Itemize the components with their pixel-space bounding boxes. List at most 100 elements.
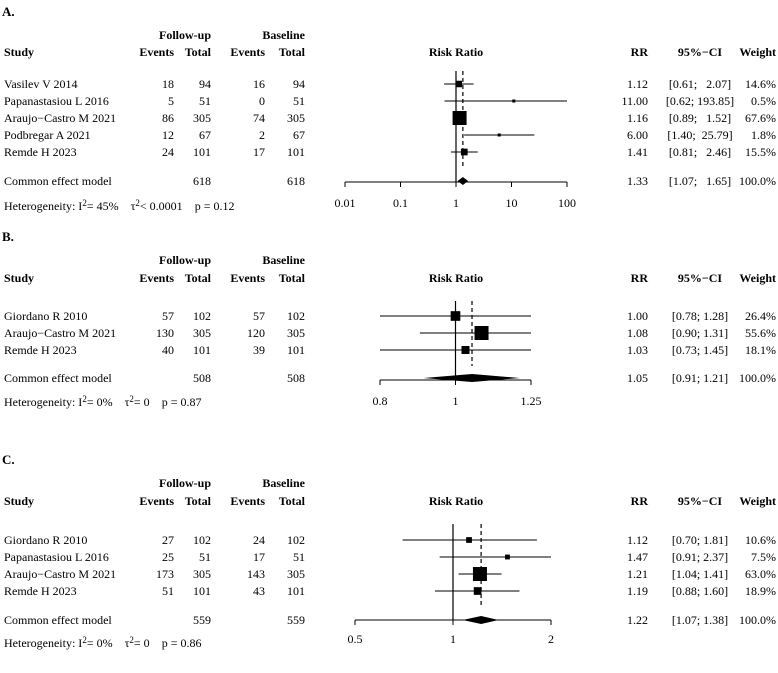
ci-value: [1.40; 25.79] bbox=[667, 128, 733, 142]
rr-value: 1.08 bbox=[627, 326, 648, 340]
events-followup: 25 bbox=[162, 550, 174, 564]
group-header-baseline: Baseline bbox=[262, 476, 305, 490]
common-rr-value: 1.22 bbox=[627, 613, 648, 627]
study-name: Giordano R 2010 bbox=[4, 533, 88, 547]
x-tick-label: 100 bbox=[558, 196, 576, 210]
events-followup: 27 bbox=[162, 533, 174, 547]
ci-value: [0.78; 1.28] bbox=[671, 309, 729, 323]
total-followup: 101 bbox=[193, 145, 211, 159]
common-ci-value: [1.07; 1.65] bbox=[668, 174, 732, 188]
superscript: 2 bbox=[82, 198, 87, 208]
events-baseline: 120 bbox=[247, 326, 265, 340]
p-value: p = 0.12 bbox=[194, 199, 235, 213]
events-baseline: 17 bbox=[253, 145, 265, 159]
common-total-followup: 618 bbox=[193, 174, 211, 188]
common-effect-diamond bbox=[423, 374, 520, 382]
x-tick-label: 1 bbox=[450, 632, 456, 646]
forest-panel-b: B. Follow-up Baseline Study Events Total Event… bbox=[0, 225, 778, 450]
events-baseline: 17 bbox=[253, 550, 265, 564]
weight-value: 18.1% bbox=[745, 343, 776, 357]
total-followup: 305 bbox=[193, 111, 211, 125]
column-header-events-followup: Events bbox=[139, 45, 174, 59]
point-estimate-square bbox=[461, 346, 470, 354]
ci-value: [0.70; 1.81] bbox=[671, 533, 729, 547]
common-total-followup: 559 bbox=[193, 613, 211, 627]
column-header-events-baseline: Events bbox=[230, 494, 265, 508]
weight-value: 18.9% bbox=[745, 584, 776, 598]
common-ci-value: [1.07; 1.38] bbox=[671, 613, 729, 627]
study-name: Remde H 2023 bbox=[4, 343, 77, 357]
total-followup: 94 bbox=[199, 77, 211, 91]
rr-value: 1.12 bbox=[627, 77, 648, 91]
column-header-total-baseline: Total bbox=[278, 494, 305, 508]
study-name: Podbregar A 2021 bbox=[4, 128, 91, 142]
total-baseline: 101 bbox=[287, 145, 305, 159]
weight-value: 63.0% bbox=[745, 567, 776, 581]
study-name: Giordano R 2010 bbox=[4, 309, 88, 323]
i2-value: = 0% bbox=[86, 395, 113, 409]
common-ci-value: [0.91; 1.21] bbox=[671, 371, 729, 385]
x-tick-label: 2 bbox=[548, 632, 554, 646]
column-header-risk-ratio: Risk Ratio bbox=[428, 45, 484, 59]
total-baseline: 305 bbox=[287, 111, 305, 125]
tau-symbol: τ bbox=[124, 636, 130, 650]
x-tick-label: 0.1 bbox=[393, 196, 408, 210]
common-total-baseline: 508 bbox=[287, 371, 305, 385]
superscript: 2 bbox=[82, 394, 87, 404]
events-baseline: 39 bbox=[253, 343, 265, 357]
events-followup: 51 bbox=[162, 584, 174, 598]
panel-label: C. bbox=[2, 452, 15, 467]
tau2-value: < 0.0001 bbox=[139, 199, 183, 213]
column-header-weight: Weight bbox=[739, 45, 776, 59]
total-followup: 101 bbox=[193, 343, 211, 357]
events-followup: 130 bbox=[156, 326, 174, 340]
column-header-study: Study bbox=[4, 494, 35, 508]
group-header-followup: Follow-up bbox=[158, 476, 211, 490]
column-header-total-followup: Total bbox=[184, 271, 211, 285]
ci-value: [1.04; 1.41] bbox=[671, 567, 729, 581]
events-baseline: 24 bbox=[253, 533, 265, 547]
weight-value: 67.6% bbox=[745, 111, 776, 125]
events-followup: 173 bbox=[156, 567, 174, 581]
column-header-ci: 95%−CI bbox=[677, 494, 723, 508]
events-followup: 57 bbox=[162, 309, 174, 323]
total-followup: 67 bbox=[199, 128, 211, 142]
x-tick-label: 1 bbox=[453, 196, 459, 210]
tau2-value: = 0 bbox=[133, 395, 150, 409]
point-estimate-square bbox=[452, 111, 467, 125]
forest-panel-a: A. Follow-up Baseline Study Events Total Event… bbox=[0, 0, 778, 225]
point-estimate-square bbox=[497, 133, 501, 137]
ci-value: [0.61; 2.07] bbox=[668, 77, 732, 91]
superscript: 2 bbox=[82, 635, 87, 645]
panel-label: A. bbox=[2, 4, 15, 19]
rr-value: 1.00 bbox=[627, 309, 648, 323]
tau-symbol: τ bbox=[130, 199, 136, 213]
events-baseline: 143 bbox=[247, 567, 265, 581]
total-followup: 51 bbox=[199, 94, 211, 108]
total-followup: 102 bbox=[193, 533, 211, 547]
events-baseline: 43 bbox=[253, 584, 265, 598]
superscript: 2 bbox=[129, 394, 134, 404]
weight-value: 0.5% bbox=[751, 94, 776, 108]
column-header-ci: 95%−CI bbox=[677, 271, 723, 285]
heterogeneity-prefix: Heterogeneity: I bbox=[4, 636, 83, 650]
group-header-followup: Follow-up bbox=[158, 28, 211, 42]
column-header-weight: Weight bbox=[739, 271, 776, 285]
common-effect-label: Common effect model bbox=[4, 371, 112, 385]
common-weight-value: 100.0% bbox=[739, 174, 776, 188]
x-tick-label: 0.5 bbox=[348, 632, 363, 646]
total-followup: 102 bbox=[193, 309, 211, 323]
p-value: p = 0.87 bbox=[161, 395, 202, 409]
heterogeneity-prefix: Heterogeneity: I bbox=[4, 395, 83, 409]
point-estimate-square bbox=[505, 554, 510, 560]
column-header-rr: RR bbox=[630, 271, 648, 285]
rr-value: 1.47 bbox=[627, 550, 648, 564]
superscript: 2 bbox=[135, 198, 140, 208]
column-header-events-baseline: Events bbox=[230, 45, 265, 59]
ci-value: [0.81; 2.46] bbox=[668, 145, 732, 159]
weight-value: 15.5% bbox=[745, 145, 776, 159]
ci-value: [0.90; 1.31] bbox=[671, 326, 729, 340]
common-total-baseline: 559 bbox=[287, 613, 305, 627]
column-header-events-baseline: Events bbox=[230, 271, 265, 285]
